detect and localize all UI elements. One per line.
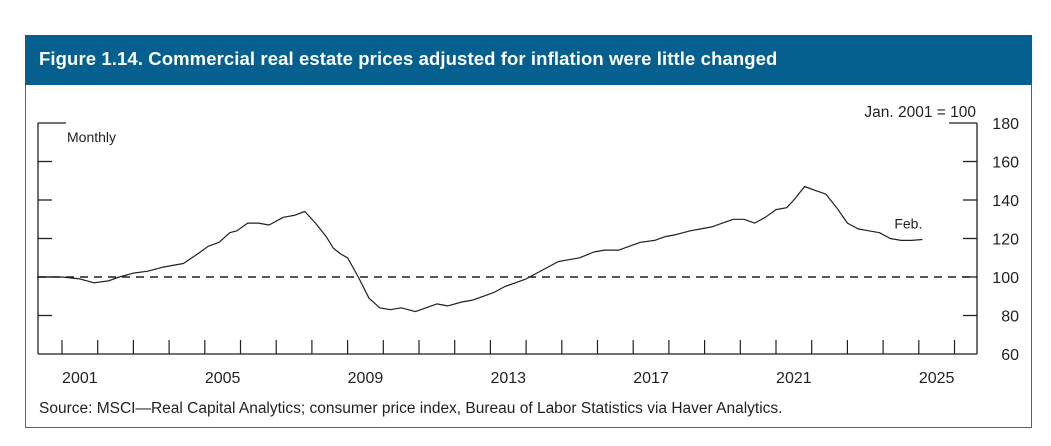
y-tick-label: 80	[1001, 309, 1019, 326]
y-tick-label: 180	[992, 116, 1019, 133]
figure-source: Source: MSCI—Real Capital Analytics; con…	[39, 400, 783, 417]
labels-group: 60 80 100 120 140 160 180 2001 2005 2009 2013 2017 2…	[62, 104, 1019, 387]
figure-header: Figure 1.14. Commercial real estate pric…	[25, 35, 1032, 85]
y-axis-unit-label: Jan. 2001 = 100	[864, 104, 976, 121]
axes	[37, 122, 978, 355]
series-line-real-cre-prices	[37, 185, 923, 313]
figure-frame	[25, 35, 1032, 428]
y-tick-label: 140	[992, 193, 1019, 210]
y-tick-label: 160	[992, 155, 1019, 172]
y-tick-label: 120	[992, 232, 1019, 249]
x-tick-label: 2013	[490, 370, 526, 387]
frequency-label: Monthly	[67, 129, 116, 145]
x-tick-label: 2001	[62, 370, 98, 387]
end-annotation-feb: Feb.	[894, 215, 922, 231]
y-tick-label: 100	[992, 270, 1019, 287]
x-tick-label: 2017	[633, 370, 669, 387]
x-tick-label: 2005	[205, 370, 241, 387]
x-tick-label: 2021	[776, 370, 812, 387]
y-tick-label: 60	[1001, 347, 1019, 364]
x-tick-label: 2025	[919, 370, 955, 387]
figure-title: Figure 1.14. Commercial real estate pric…	[39, 48, 778, 69]
x-tick-label: 2009	[348, 370, 384, 387]
series-group	[37, 185, 923, 313]
